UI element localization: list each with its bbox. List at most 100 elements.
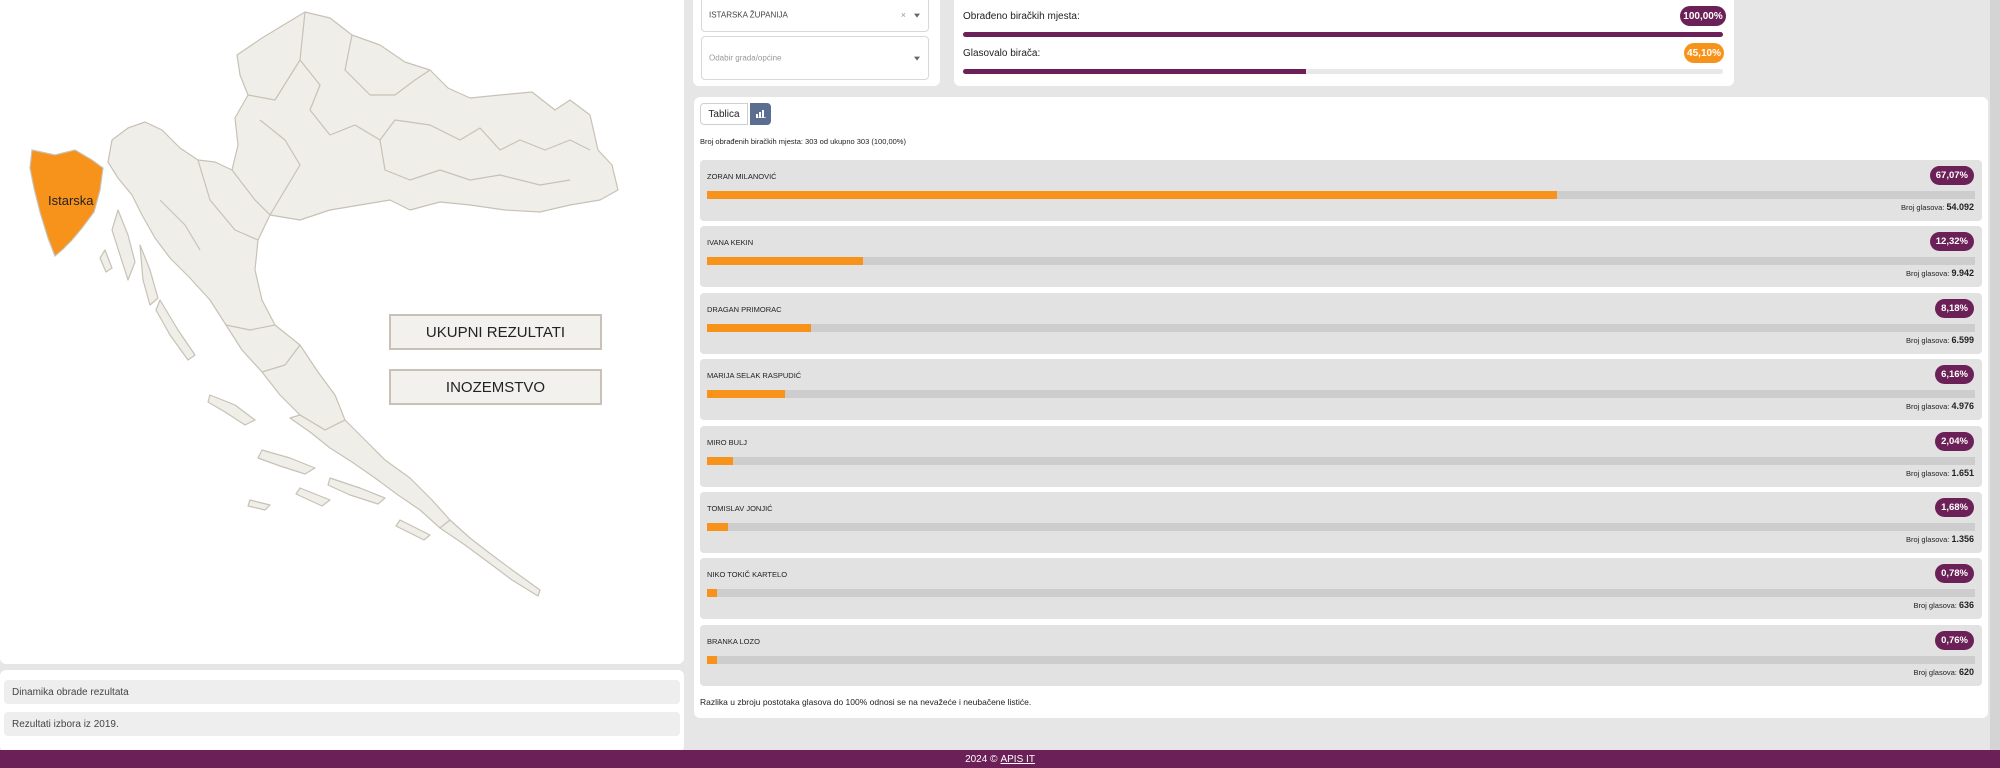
votes-label: Broj glasova: [1906, 402, 1950, 412]
footer: 2024 © APIS IT [0, 750, 2000, 768]
votes-label: Broj glasova: [1901, 203, 1945, 212]
votes-count: 4.976 [1951, 401, 1974, 412]
map-island [207, 394, 256, 426]
tab-chart[interactable] [750, 103, 771, 125]
candidate-votes: Broj glasova: 4.976 [1906, 401, 1974, 411]
footer-copyright: 2024 © [965, 753, 998, 765]
candidate-bar-track [707, 655, 1975, 664]
votes-count: 1.651 [1951, 467, 1974, 478]
votes-label: Broj glasova: [1906, 269, 1950, 279]
filter-card: ISTARSKA ŽUPANIJA × Odabir grada/općine [693, 0, 940, 86]
candidate-bar-fill [707, 523, 729, 531]
turnout-progress [963, 69, 1723, 74]
candidate-bar-fill [707, 589, 717, 598]
map-island [155, 299, 196, 361]
total-results-button[interactable]: UKUPNI REZULTATI [389, 314, 602, 350]
map-island [99, 249, 113, 273]
map-island [257, 449, 316, 475]
votes-label: Broj glasova: [1906, 468, 1950, 478]
candidate-bar-track [707, 589, 1975, 598]
candidate-name: NIKO TOKIČ KARTELO [707, 570, 788, 580]
map-island [111, 209, 136, 281]
clear-icon[interactable]: × [900, 10, 906, 21]
candidate-row: ZORAN MILANOVIĆ 67,07% Broj glasova: 54.09… [700, 160, 1982, 221]
candidate-bar-fill [707, 456, 733, 465]
candidate-bar-fill [707, 390, 786, 399]
map-island [247, 499, 271, 511]
abroad-button[interactable]: INOZEMSTVO [389, 369, 602, 405]
votes-count: 636 [1958, 600, 1974, 611]
candidate-name: IVANA KEKIN [707, 238, 754, 248]
candidate-row: IVANA KEKIN 12,32% Broj glasova: 9.942 [700, 226, 1982, 288]
candidate-row: NIKO TOKIČ KARTELO 0,78% Broj glasova: 636 [700, 558, 1982, 620]
votes-label: Broj glasova: [1913, 601, 1957, 611]
candidate-votes: Broj glasova: 54.092 [1901, 202, 1974, 212]
candidate-row: MIRO BULJ 2,04% Broj glasova: 1.651 [700, 425, 1982, 487]
candidate-bar-track [707, 523, 1975, 531]
map-island [395, 519, 431, 541]
candidate-name: DRAGAN PRIMORAC [707, 304, 782, 314]
candidate-row: TOMISLAV JONJIĆ 1,68% Broj glasova: 1.356 [700, 492, 1982, 553]
map-island [327, 477, 386, 505]
candidate-votes: Broj glasova: 636 [1914, 600, 1974, 610]
apis-it-link[interactable]: APIS IT [1000, 753, 1035, 765]
candidate-percent-badge: 0,78% [1935, 564, 1974, 584]
candidate-name: TOMISLAV JONJIĆ [707, 504, 773, 513]
votes-count: 54.092 [1946, 202, 1974, 212]
candidate-name: BRANKA LOZO [707, 636, 760, 646]
candidate-votes: Broj glasova: 1.651 [1906, 468, 1974, 478]
candidate-row: DRAGAN PRIMORAC 8,18% Broj glasova: 6.599 [700, 292, 1982, 354]
map-island [139, 244, 159, 306]
city-select-placeholder: Odabir grada/općine [709, 53, 782, 63]
map-region [439, 519, 541, 597]
candidate-votes: Broj glasova: 620 [1914, 667, 1974, 677]
links-panel: Dinamika obrade rezultata Rezultati izbo… [0, 670, 684, 752]
candidate-percent-badge: 67,07% [1929, 166, 1974, 185]
candidate-votes: Broj glasova: 1.356 [1906, 534, 1974, 544]
county-select[interactable]: ISTARSKA ŽUPANIJA × [701, 0, 929, 32]
percent-note: Razlika u zbroju postotaka glasova do 10… [700, 697, 1032, 707]
county-map-panel: Istarska UKUPNI REZULTATI INOZEMSTVO [0, 0, 684, 664]
map-region [231, 11, 619, 221]
candidate-bar-track [707, 191, 1975, 199]
votes-label: Broj glasova: [1906, 335, 1950, 345]
candidate-bar-track [707, 257, 1975, 266]
votes-count: 620 [1958, 666, 1974, 677]
candidate-percent-badge: 2,04% [1935, 431, 1974, 451]
turnout-badge: 45,10% [1684, 43, 1724, 63]
chevron-down-icon[interactable] [914, 56, 920, 61]
candidate-bar-fill [707, 655, 717, 664]
candidate-bar-track [707, 323, 1975, 332]
votes-label: Broj glasova: [1913, 667, 1957, 677]
candidate-bar-fill [707, 323, 811, 332]
candidate-bar-track [707, 390, 1975, 399]
scrollbar[interactable] [1990, 0, 2000, 750]
tab-table[interactable]: Tablica [700, 103, 748, 125]
processed-stations-text: Broj obrađenih biračkih mjesta: 303 od u… [700, 137, 906, 146]
candidate-name: ZORAN MILANOVIĆ [707, 172, 777, 181]
results-2019-link[interactable]: Rezultati izbora iz 2019. [4, 712, 680, 736]
candidate-row: BRANKA LOZO 0,76% Broj glasova: 620 [700, 624, 1982, 686]
region-istria-label: Istarska [48, 193, 94, 208]
map-region [289, 414, 451, 529]
candidate-votes: Broj glasova: 9.942 [1906, 268, 1974, 278]
candidate-percent-badge: 8,18% [1935, 298, 1974, 318]
candidate-bar-fill [707, 257, 864, 266]
candidate-row: MARIJA SELAK RASPUDIĆ 6,16% Broj glasova: … [700, 359, 1982, 421]
region-istria [29, 149, 104, 258]
city-select[interactable]: Odabir grada/općine [701, 36, 929, 80]
turnout-progress-fill [963, 69, 1306, 74]
results-dynamics-link[interactable]: Dinamika obrade rezultata [4, 680, 680, 704]
votes-count: 6.599 [1951, 334, 1974, 345]
votes-count: 1.356 [1951, 534, 1974, 544]
votes-label: Broj glasova: [1906, 535, 1950, 544]
stats-card: Obrađeno biračkih mjesta: 100,00% Glasov… [954, 0, 1734, 86]
results-card: Tablica Broj obrađenih biračkih mjesta: … [694, 97, 1988, 718]
map-island [295, 487, 331, 507]
chevron-down-icon[interactable] [914, 13, 920, 18]
processed-progress [963, 32, 1723, 37]
candidate-votes: Broj glasova: 6.599 [1906, 335, 1974, 345]
croatia-map[interactable]: Istarska [0, 0, 684, 664]
candidate-percent-badge: 6,16% [1935, 365, 1974, 385]
county-select-value: ISTARSKA ŽUPANIJA [709, 10, 788, 20]
